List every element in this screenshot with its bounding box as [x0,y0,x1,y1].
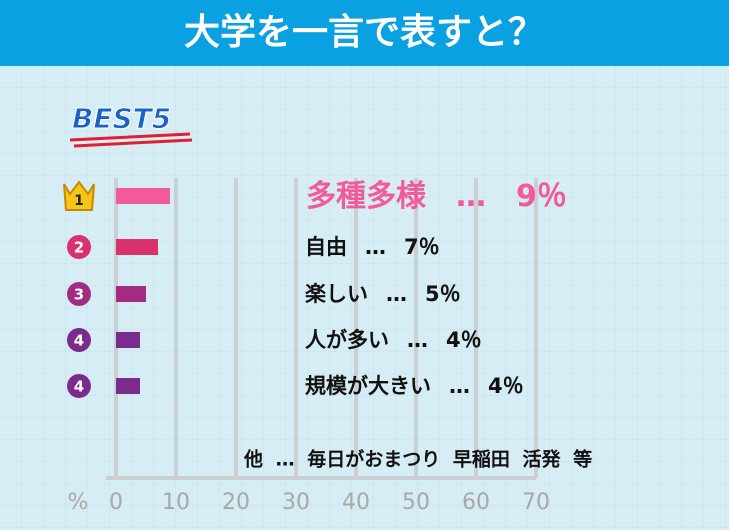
bar [116,378,140,394]
x-axis-label: % [68,490,89,515]
item-label: 自由 … 7％ [305,235,440,259]
item-label: 人が多い … 4％ [305,328,482,352]
item-label: 多種多様 … 9％ [306,179,567,214]
x-tick-label: 10 [162,490,190,515]
bar [116,188,170,204]
subtitle: BEST5 [72,102,171,135]
category-label: 規模が大きい [305,374,431,398]
bar [116,239,158,255]
x-tick-label: 40 [342,490,370,515]
value-label: 7％ [404,235,440,259]
x-tick-label: 20 [222,490,250,515]
value-label: 4％ [446,328,482,352]
x-tick-label: 30 [282,490,310,515]
note: 他 … 毎日がおまつり 早稲田 活発 等 [243,448,592,471]
x-tick-label: 70 [522,490,550,515]
category-label: 多種多様 [306,179,427,214]
subtitle-underline [69,132,193,148]
rank-badge [67,282,91,306]
value-label: 5％ [425,282,461,306]
rank-label: 3 [74,286,84,304]
separator: … [386,282,407,306]
header-band [0,0,729,66]
value-label: 9％ [516,179,567,214]
rank-badge [67,328,91,352]
bar [116,286,146,302]
rank-badge [67,235,91,259]
separator: … [365,235,386,259]
category-label: 人が多い [305,328,389,352]
rank-label: 4 [74,332,84,350]
separator: … [449,374,470,398]
crown-icon [63,180,95,211]
item-label: 規模が大きい … 4％ [305,374,524,398]
category-label: 楽しい [305,282,368,306]
rank-label: 1 [74,193,84,209]
rank-label: 2 [74,239,84,257]
bar [116,332,140,348]
item-label: 楽しい … 5％ [305,282,461,306]
x-tick-label: 60 [462,490,490,515]
x-tick-label: 50 [402,490,430,515]
chart-title: 大学を一言で表すと？ [184,11,544,53]
x-tick-label: 0 [109,490,123,515]
separator: … [407,328,428,352]
rank-badge [67,374,91,398]
rank-label: 4 [74,378,84,396]
separator: … [456,179,486,214]
value-label: 4％ [488,374,524,398]
category-label: 自由 [305,235,347,259]
